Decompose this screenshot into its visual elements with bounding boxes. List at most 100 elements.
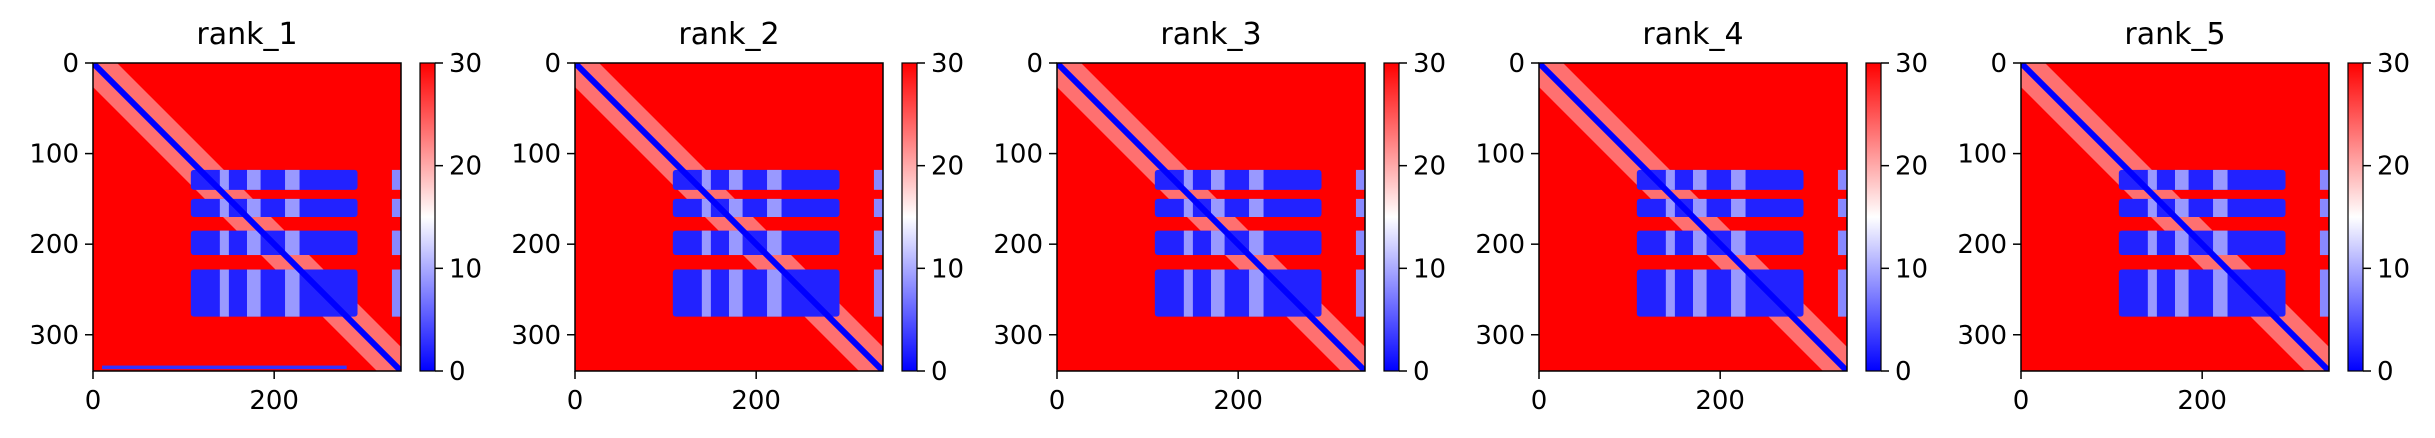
- colorbar-tick-label: 20: [2377, 152, 2410, 182]
- block-gap: [2213, 269, 2228, 317]
- contact-block-row-2: [1154, 198, 1322, 217]
- block-gap: [2213, 230, 2228, 256]
- block-gap: [1665, 169, 1675, 190]
- x-tick-label: 0: [1049, 386, 1066, 416]
- colorbar-tick-label: 20: [1895, 152, 1928, 182]
- contact-block-row-1: [672, 169, 840, 190]
- colorbar-tick-label: 20: [931, 152, 964, 182]
- colorbar-tick-label: 0: [449, 357, 466, 387]
- block-gap: [1211, 269, 1225, 317]
- y-tick-label: 300: [993, 321, 1043, 351]
- edge-block: [1355, 230, 1365, 256]
- diagonal-line: [575, 63, 883, 371]
- y-tick-label: 200: [1475, 230, 1525, 260]
- y-tick-label: 300: [511, 321, 561, 351]
- block-gap: [2175, 269, 2189, 317]
- block-gap: [767, 169, 782, 190]
- edge-block: [391, 198, 401, 217]
- contact-block-row-4: [190, 269, 358, 317]
- contact-block-row-4: [2118, 269, 2286, 317]
- contact-block-row-1: [1636, 169, 1804, 190]
- y-tick-label: 0: [1508, 49, 1525, 79]
- contact-block-row-2: [190, 198, 358, 217]
- y-tick-label: 0: [544, 49, 561, 79]
- y-tick-label: 0: [1990, 49, 2007, 79]
- edge-block: [873, 230, 883, 256]
- heatmap-panel-2: rank_2 0 100 200 300 0 200 0 10 20 30: [511, 17, 964, 416]
- colorbar-tick-label: 30: [1895, 49, 1928, 79]
- y-tick-label: 100: [29, 140, 79, 170]
- y-tick-label: 200: [29, 230, 79, 260]
- block-gap: [701, 169, 711, 190]
- edge-block: [2319, 230, 2329, 256]
- plot-frame: [1538, 62, 1848, 372]
- heatmap-panel-1: rank_1 0 100 200 300 0 200 0 10 20 30: [29, 17, 482, 416]
- block-gap: [1183, 169, 1193, 190]
- contact-block-row-2: [1636, 198, 1804, 217]
- block-gap: [2147, 198, 2157, 217]
- colorbar: [2347, 62, 2364, 372]
- block-gap: [1731, 198, 1746, 217]
- y-tick-label: 200: [993, 230, 1043, 260]
- panel-title: rank_3: [1160, 17, 1261, 52]
- contact-block-row-4: [672, 269, 840, 317]
- y-tick-label: 300: [1957, 321, 2007, 351]
- block-gap: [2213, 169, 2228, 190]
- block-gap: [247, 198, 261, 217]
- bottom-blue-bar: [102, 365, 347, 370]
- heatmap-cells: [575, 63, 883, 371]
- contact-block-row-4: [1154, 269, 1322, 317]
- x-tick-label: 0: [1531, 386, 1548, 416]
- block-gap: [219, 230, 229, 256]
- panel-title: rank_5: [2124, 17, 2225, 52]
- block-gap: [285, 169, 300, 190]
- block-gap: [285, 198, 300, 217]
- block-gap: [1665, 198, 1675, 217]
- block-gap: [1183, 230, 1193, 256]
- contact-block-row-2: [2118, 198, 2286, 217]
- x-tick-label: 200: [731, 386, 781, 416]
- block-gap: [1249, 169, 1264, 190]
- block-gap: [219, 269, 229, 317]
- block-gap: [2147, 230, 2157, 256]
- block-gap: [2175, 198, 2189, 217]
- contact-block-row-1: [190, 169, 358, 190]
- block-gap: [1731, 230, 1746, 256]
- y-tick-label: 100: [511, 140, 561, 170]
- diagonal-line: [1057, 63, 1365, 371]
- block-gap: [285, 269, 300, 317]
- colorbar-tick-label: 0: [1413, 357, 1430, 387]
- block-gap: [701, 198, 711, 217]
- diagonal-line: [93, 63, 401, 371]
- y-tick-label: 300: [1475, 321, 1525, 351]
- block-gap: [247, 230, 261, 256]
- colorbar-tick-label: 10: [2377, 254, 2410, 284]
- plot-frame: [574, 62, 884, 372]
- colorbar-tick-label: 10: [449, 254, 482, 284]
- colorbar: [901, 62, 918, 372]
- block-gap: [247, 269, 261, 317]
- y-tick-label: 0: [1026, 49, 1043, 79]
- edge-block: [391, 269, 401, 317]
- edge-block: [873, 169, 883, 190]
- colorbar: [419, 62, 436, 372]
- y-tick-label: 100: [1475, 140, 1525, 170]
- colorbar-tick-label: 0: [1895, 357, 1912, 387]
- block-gap: [1693, 269, 1707, 317]
- heatmap-panel-4: rank_4 0 100 200 300 0 200 0 10 20 30: [1475, 17, 1928, 416]
- colorbar-tick-label: 0: [931, 357, 948, 387]
- block-gap: [1665, 230, 1675, 256]
- x-tick-label: 200: [1213, 386, 1263, 416]
- x-tick-label: 200: [2177, 386, 2227, 416]
- colorbar-tick-label: 10: [931, 254, 964, 284]
- diagonal-line: [1539, 63, 1847, 371]
- block-gap: [767, 198, 782, 217]
- edge-block: [1837, 169, 1847, 190]
- edge-block: [1837, 198, 1847, 217]
- block-gap: [1249, 269, 1264, 317]
- plot-frame: [2020, 62, 2330, 372]
- panel-title: rank_4: [1642, 17, 1743, 52]
- contact-block-row-2: [672, 198, 840, 217]
- colorbar-tick-label: 30: [2377, 49, 2410, 79]
- x-tick-label: 0: [567, 386, 584, 416]
